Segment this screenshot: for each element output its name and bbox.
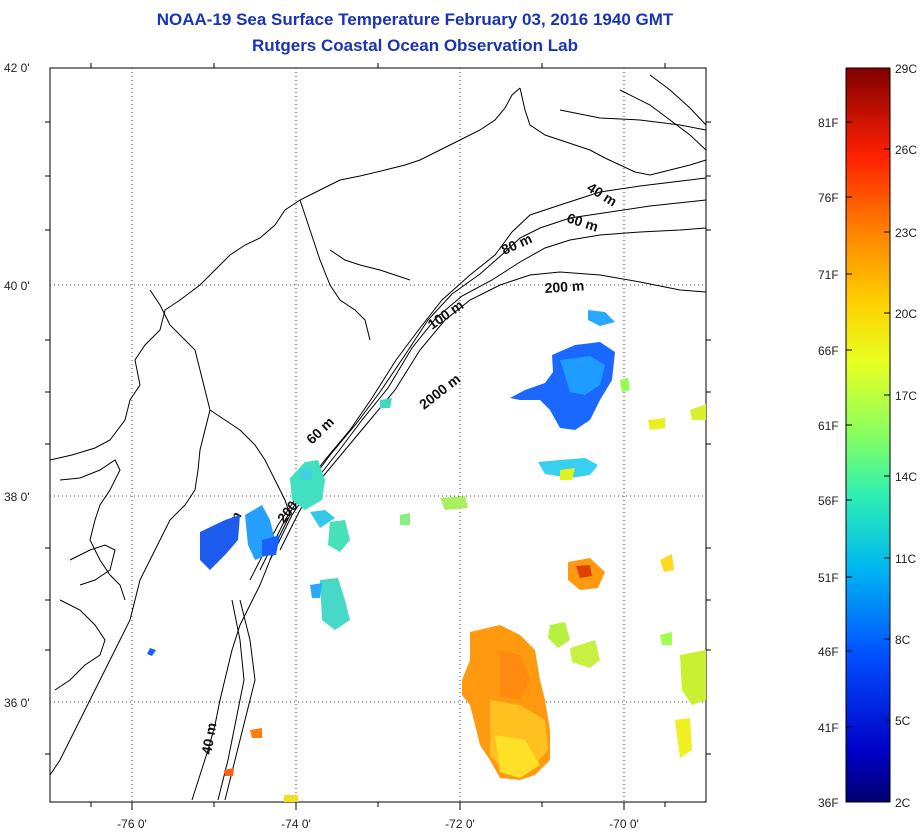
- lat-label: 42 0': [4, 61, 30, 75]
- celsius-label: 23C: [895, 226, 917, 240]
- fahrenheit-label: 41F: [818, 721, 839, 735]
- celsius-label: 11C: [895, 552, 916, 566]
- frame-ticks: [45, 63, 711, 810]
- fahrenheit-label: 51F: [818, 571, 839, 585]
- contour-label: 200 m: [544, 277, 585, 296]
- colorbar: [845, 67, 891, 803]
- lon-label: -70 0': [609, 817, 639, 831]
- map-title: NOAA-19 Sea Surface Temperature February…: [156, 10, 674, 29]
- celsius-label: 2C: [895, 796, 911, 810]
- fahrenheit-label: 46F: [818, 645, 839, 659]
- celsius-label: 14C: [895, 470, 917, 484]
- celsius-label: 5C: [895, 714, 911, 728]
- colorbar-celsius-labels: 29C 26C 23C 20C 17C 14C 11C 8C 5C 2C: [895, 62, 917, 810]
- lat-label: 38 0': [4, 490, 30, 504]
- lat-label: 40 0': [4, 279, 30, 293]
- coastline: [49, 87, 707, 801]
- map-frame: [49, 67, 707, 803]
- celsius-label: 20C: [895, 307, 917, 321]
- fahrenheit-label: 66F: [818, 344, 839, 358]
- celsius-label: 26C: [895, 143, 917, 157]
- fahrenheit-label: 56F: [818, 494, 839, 508]
- lon-tick-labels: -76 0' -74 0' -72 0' -70 0': [117, 817, 639, 831]
- fahrenheit-label: 61F: [818, 419, 839, 433]
- grid-lines: [50, 68, 706, 802]
- celsius-label: 17C: [895, 389, 917, 403]
- celsius-label: 8C: [895, 633, 911, 647]
- lon-label: -76 0': [117, 817, 147, 831]
- lat-label: 36 0': [4, 696, 30, 710]
- fahrenheit-label: 71F: [818, 268, 839, 282]
- map-subtitle: Rutgers Coastal Ocean Observation Lab: [252, 36, 578, 55]
- contour-label: 40 m: [198, 721, 219, 755]
- lon-label: -74 0': [281, 817, 311, 831]
- colorbar-ticks: [846, 67, 890, 728]
- celsius-label: 29C: [895, 62, 917, 76]
- fahrenheit-label: 81F: [818, 116, 839, 130]
- lat-tick-labels: 42 0' 40 0' 38 0' 36 0': [4, 61, 30, 710]
- sst-patches: [147, 310, 706, 802]
- lon-label: -72 0': [445, 817, 475, 831]
- fahrenheit-label: 76F: [818, 191, 839, 205]
- colorbar-fahrenheit-labels: 81F 76F 71F 66F 61F 56F 51F 46F 41F 36F: [818, 116, 839, 810]
- fahrenheit-label: 36F: [818, 796, 839, 810]
